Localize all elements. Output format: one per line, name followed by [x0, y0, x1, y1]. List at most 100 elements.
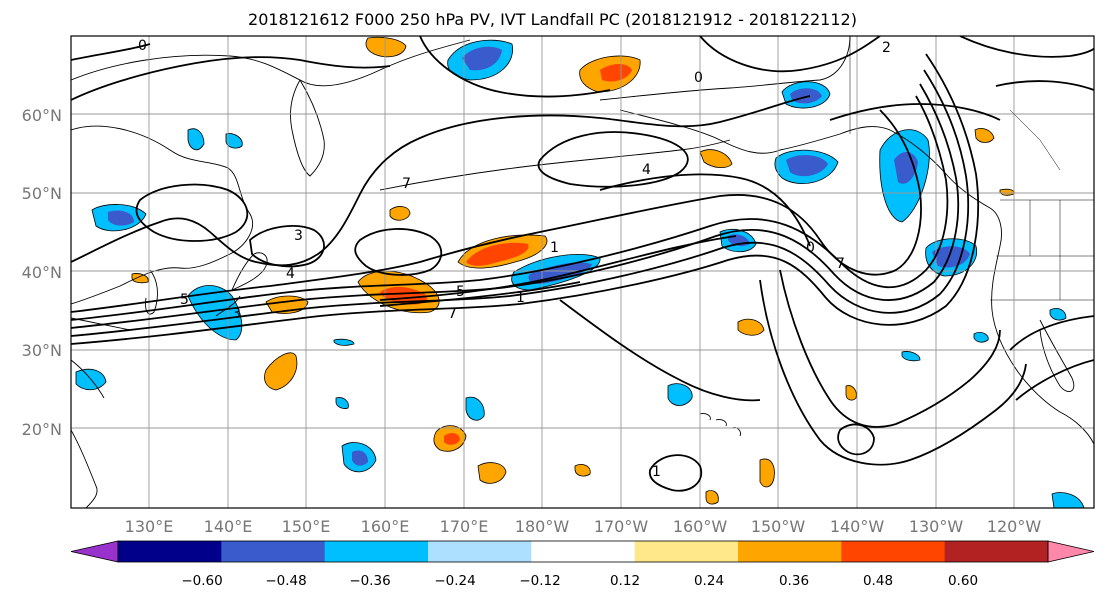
longitude-label: 180°W — [515, 517, 570, 536]
contour-label: 1 — [652, 464, 661, 480]
negative-anomaly-patch — [1051, 492, 1085, 508]
contour-label: 7 — [402, 176, 411, 192]
negative-anomaly-core — [786, 155, 828, 177]
latitude-label: 40°N — [22, 263, 62, 282]
contour-line — [995, 80, 1094, 91]
negative-anomaly-core — [108, 210, 134, 226]
contour-line — [559, 299, 761, 402]
contour-label: 2 — [882, 40, 891, 56]
negative-anomaly-patch — [187, 128, 205, 151]
contour-label: 1 — [516, 290, 525, 306]
colorbar-tick-label: −0.24 — [434, 573, 475, 589]
positive-anomaly-patch — [389, 206, 411, 221]
positive-anomaly-core — [380, 286, 428, 305]
contour-line — [1009, 315, 1094, 401]
colorbar-tick-label: 0.12 — [610, 573, 640, 589]
contour-line — [648, 454, 703, 492]
baja-coastline — [1039, 319, 1075, 392]
contour-line — [599, 173, 811, 247]
colorbar-tick-label: −0.60 — [181, 573, 222, 589]
positive-anomaly-patch — [999, 188, 1015, 196]
colorbar-tick-label: 0.24 — [694, 573, 724, 589]
longitude-label: 160°W — [673, 517, 728, 536]
contour-line — [829, 103, 1001, 121]
contour-line — [379, 235, 737, 307]
negative-anomaly-patch — [1049, 308, 1067, 321]
contour-label: 3 — [294, 228, 303, 244]
contour-line — [135, 183, 249, 242]
contour-line — [354, 228, 443, 276]
border-line — [1009, 109, 1061, 171]
longitude-label: 170°E — [440, 517, 489, 536]
colorbar-extend-max — [1047, 540, 1095, 563]
contour-label: 5 — [456, 284, 465, 300]
longitude-labels: 130°E 140°E 150°E 160°E 170°E 180°W 170°… — [125, 517, 1042, 536]
positive-anomaly-core — [444, 433, 460, 445]
colorbar-segment — [944, 541, 1049, 562]
positive-anomaly-patch — [264, 352, 298, 391]
colorbar-segment — [428, 541, 532, 562]
colorbar-extend-min — [70, 540, 119, 563]
negative-anomaly-core — [462, 46, 502, 71]
colorbar-tick-label: −0.48 — [265, 573, 306, 589]
colorbar-frame — [117, 540, 1049, 563]
latitude-labels: 60°N 50°N 40°N 30°N 20°N — [22, 106, 62, 439]
negative-anomaly-core — [352, 450, 368, 466]
contour-label: 1 — [550, 240, 559, 256]
positive-anomaly-patch — [699, 149, 733, 168]
alaska-coastline — [619, 109, 891, 154]
contour-label: 3 — [232, 306, 241, 322]
positive-anomaly-patch — [477, 462, 507, 484]
northwest-coastline — [889, 129, 1094, 445]
positive-anomaly-patch — [705, 490, 719, 505]
contour-labels: 1 1 2 3 3 4 4 5 5 7 7 7 1 0 0 0 — [138, 38, 891, 480]
longitude-label: 170°W — [594, 517, 649, 536]
contour-label: 0 — [694, 70, 703, 86]
colorbar-tick-label: 0.48 — [863, 573, 893, 589]
colorbar-segment — [221, 541, 326, 562]
contour-line — [71, 109, 922, 313]
latitude-label: 30°N — [22, 341, 62, 360]
latitude-label: 60°N — [22, 106, 62, 125]
contour-line — [249, 225, 325, 268]
border-line — [990, 200, 1094, 301]
negative-anomaly-patch — [667, 383, 693, 406]
korea-coastline — [145, 269, 158, 315]
contour-line — [837, 423, 875, 456]
contour-label: 4 — [286, 266, 295, 282]
figure-title: 2018121612 F000 250 hPa PV, IVT Landfall… — [248, 10, 857, 29]
positive-anomaly-patch — [974, 128, 995, 143]
colorbar-segment — [118, 541, 222, 562]
latitude-label: 20°N — [22, 420, 62, 439]
positive-anomaly-patch — [365, 36, 407, 58]
negative-anomaly-patch — [465, 396, 485, 421]
political-borders — [849, 36, 1094, 301]
ivt-contours — [71, 36, 1094, 492]
colorbar-segment — [841, 541, 946, 562]
positive-anomaly-patch — [759, 458, 775, 488]
colorbar-tick-label: −0.36 — [349, 573, 390, 589]
negative-anomaly-patch — [901, 351, 921, 362]
contour-line — [71, 43, 151, 61]
colorbar-tick-label: −0.12 — [519, 573, 560, 589]
contour-line — [419, 36, 611, 98]
colorbar-tick-label: 0.60 — [948, 573, 978, 589]
colorbar-segment — [324, 541, 429, 562]
colorbar-tick-label: 0.36 — [779, 573, 809, 589]
colorbar-segment — [634, 541, 739, 562]
longitude-label: 140°W — [830, 517, 885, 536]
map-panel: 1 1 2 3 3 4 4 5 5 7 7 7 1 0 0 0 — [71, 36, 1094, 508]
colorbar — [70, 540, 1095, 563]
contour-label: 0 — [806, 240, 815, 256]
contour-line — [959, 36, 1094, 58]
colorbar-segment — [531, 541, 636, 562]
contour-label: 5 — [180, 292, 189, 308]
kamchatka-coastline — [289, 79, 325, 177]
positive-anomaly-patch — [737, 318, 765, 336]
map-frame — [70, 35, 1095, 509]
longitude-label: 140°E — [204, 517, 253, 536]
longitude-label: 150°E — [282, 517, 331, 536]
contour-line — [71, 95, 949, 321]
negative-anomaly-patch — [973, 332, 989, 343]
